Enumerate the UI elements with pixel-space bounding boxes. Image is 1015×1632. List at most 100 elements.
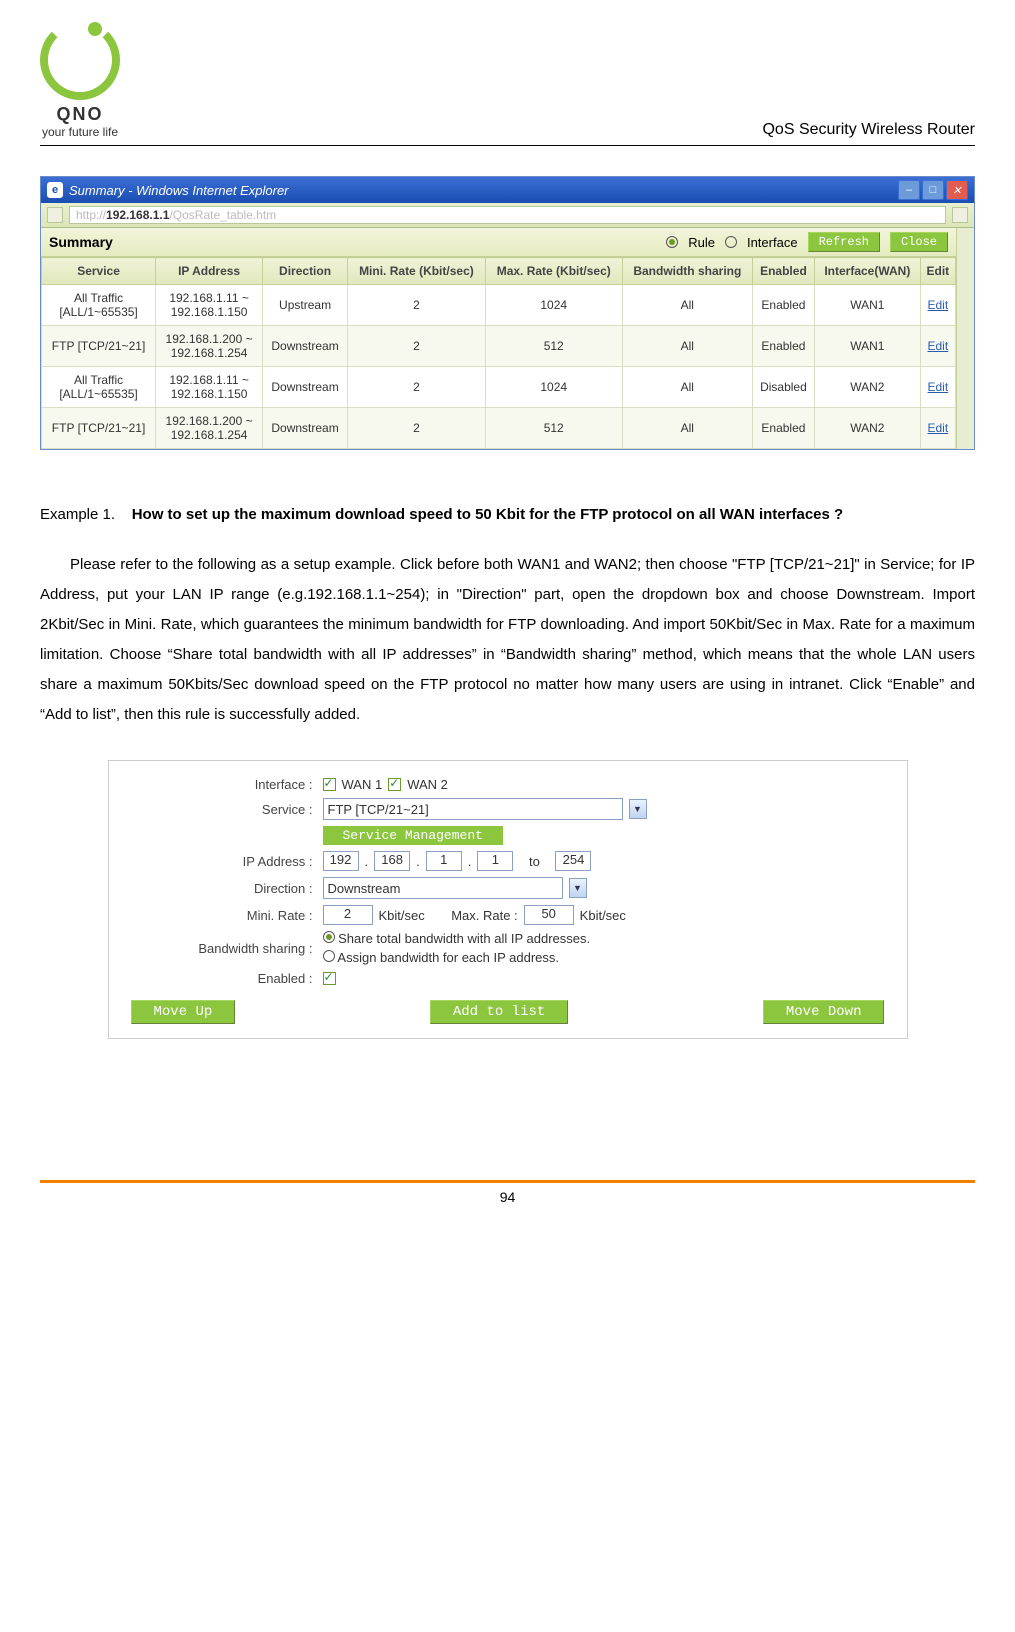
summary-heading: Summary	[49, 234, 113, 250]
bandwidth-label: Bandwidth sharing :	[123, 941, 323, 956]
logo-text: QNO	[56, 104, 103, 125]
ip-to: to	[529, 854, 540, 869]
cell-wan: WAN2	[814, 408, 920, 449]
ie-address-bar: http://192.168.1.1/QosRate_table.htm	[41, 203, 974, 228]
wan2-label: WAN 2	[407, 777, 448, 792]
page-header: QNO your future life QoS Security Wirele…	[40, 20, 975, 139]
header-rule	[40, 145, 975, 146]
min-rate-input[interactable]: 2	[323, 905, 373, 925]
url-ip: 192.168.1.1	[106, 208, 169, 222]
edit-link[interactable]: Edit	[928, 380, 949, 394]
cell-en: Enabled	[752, 285, 814, 326]
col-direction: Direction	[263, 258, 348, 285]
maximize-button[interactable]: □	[922, 180, 944, 200]
url-path: /QosRate_table.htm	[169, 208, 276, 222]
interface-label: Interface :	[123, 777, 323, 792]
direction-value: Downstream	[328, 881, 401, 896]
share-all-radio[interactable]	[323, 931, 335, 943]
example-heading: Example 1. How to set up the maximum dow…	[40, 500, 975, 530]
service-select[interactable]: FTP [TCP/21~21]	[323, 798, 623, 820]
cell-ip: 192.168.1.200 ~ 192.168.1.254	[156, 408, 263, 449]
footer-rule	[40, 1179, 975, 1183]
service-label: Service :	[123, 802, 323, 817]
share-all-label: Share total bandwidth with all IP addres…	[338, 931, 590, 946]
wan1-checkbox[interactable]	[323, 778, 336, 791]
cell-en: Enabled	[752, 408, 814, 449]
direction-select[interactable]: Downstream	[323, 877, 563, 899]
col-min: Mini. Rate (Kbit/sec)	[348, 258, 486, 285]
col-ip: IP Address	[156, 258, 263, 285]
service-management-button[interactable]: Service Management	[323, 826, 503, 845]
rule-radio[interactable]	[666, 236, 678, 248]
qos-table: Service IP Address Direction Mini. Rate …	[41, 257, 956, 449]
wan2-checkbox[interactable]	[388, 778, 401, 791]
interface-radio[interactable]	[725, 236, 737, 248]
close-summary-button[interactable]: Close	[890, 232, 948, 252]
cell-min: 2	[348, 367, 486, 408]
example-number: Example 1.	[40, 506, 115, 523]
service-value: FTP [TCP/21~21]	[328, 802, 429, 817]
ip-c[interactable]: 1	[426, 851, 462, 871]
url-field[interactable]: http://192.168.1.1/QosRate_table.htm	[69, 206, 946, 224]
example-body: Please refer to the following as a setup…	[40, 550, 975, 730]
cell-service: FTP [TCP/21~21]	[42, 408, 156, 449]
min-rate-label: Mini. Rate :	[123, 908, 323, 923]
wan1-label: WAN 1	[342, 777, 383, 792]
cell-ip: 192.168.1.200 ~ 192.168.1.254	[156, 326, 263, 367]
logo-subtext: your future life	[42, 125, 118, 139]
direction-dropdown-icon[interactable]: ▼	[569, 878, 587, 898]
move-up-button[interactable]: Move Up	[131, 1000, 236, 1024]
add-to-list-button[interactable]: Add to list	[430, 1000, 568, 1024]
qos-form: Interface : WAN 1 WAN 2 Service : FTP [T…	[108, 760, 908, 1039]
edit-link[interactable]: Edit	[928, 339, 949, 353]
summary-toolbar: Summary Rule Interface Refresh Close	[41, 228, 956, 257]
max-unit: Kbit/sec	[580, 908, 626, 923]
interface-label: Interface	[747, 235, 798, 250]
enabled-checkbox[interactable]	[323, 972, 336, 985]
cell-ip: 192.168.1.11 ~ 192.168.1.150	[156, 285, 263, 326]
table-row: All Traffic [ALL/1~65535]192.168.1.11 ~ …	[42, 367, 956, 408]
window-controls: – □ ✕	[898, 180, 968, 200]
cell-share: All	[622, 326, 752, 367]
cell-share: All	[622, 285, 752, 326]
table-header-row: Service IP Address Direction Mini. Rate …	[42, 258, 956, 285]
col-edit: Edit	[920, 258, 955, 285]
col-service: Service	[42, 258, 156, 285]
ip-label: IP Address :	[123, 854, 323, 869]
table-row: FTP [TCP/21~21]192.168.1.200 ~ 192.168.1…	[42, 326, 956, 367]
assign-each-radio[interactable]	[323, 950, 335, 962]
assign-each-label: Assign bandwidth for each IP address.	[337, 950, 559, 965]
cell-dir: Downstream	[263, 326, 348, 367]
example-question: How to set up the maximum download speed…	[132, 506, 843, 523]
cell-share: All	[622, 367, 752, 408]
edit-link[interactable]: Edit	[928, 298, 949, 312]
minimize-button[interactable]: –	[898, 180, 920, 200]
col-max: Max. Rate (Kbit/sec)	[485, 258, 622, 285]
table-row: FTP [TCP/21~21]192.168.1.200 ~ 192.168.1…	[42, 408, 956, 449]
rule-label: Rule	[688, 235, 715, 250]
ip-d[interactable]: 1	[477, 851, 513, 871]
max-rate-input[interactable]: 50	[524, 905, 574, 925]
logo: QNO your future life	[40, 20, 120, 139]
ip-b[interactable]: 168	[374, 851, 410, 871]
service-dropdown-icon[interactable]: ▼	[629, 799, 647, 819]
cell-en: Disabled	[752, 367, 814, 408]
close-button[interactable]: ✕	[946, 180, 968, 200]
refresh-icon[interactable]	[952, 207, 968, 223]
ie-titlebar: e Summary - Windows Internet Explorer – …	[41, 177, 974, 203]
cell-min: 2	[348, 408, 486, 449]
ie-icon: e	[47, 182, 63, 198]
cell-edit: Edit	[920, 285, 955, 326]
refresh-button[interactable]: Refresh	[808, 232, 880, 252]
min-unit: Kbit/sec	[379, 908, 425, 923]
move-down-button[interactable]: Move Down	[763, 1000, 885, 1024]
scrollbar[interactable]	[956, 228, 974, 449]
ie-title-text: Summary - Windows Internet Explorer	[69, 183, 289, 198]
edit-link[interactable]: Edit	[928, 421, 949, 435]
document-title: QoS Security Wireless Router	[762, 121, 975, 139]
logo-swirl-icon	[40, 20, 120, 100]
cell-max: 512	[485, 326, 622, 367]
ip-a[interactable]: 192	[323, 851, 359, 871]
cell-ip: 192.168.1.11 ~ 192.168.1.150	[156, 367, 263, 408]
ip-e[interactable]: 254	[555, 851, 591, 871]
